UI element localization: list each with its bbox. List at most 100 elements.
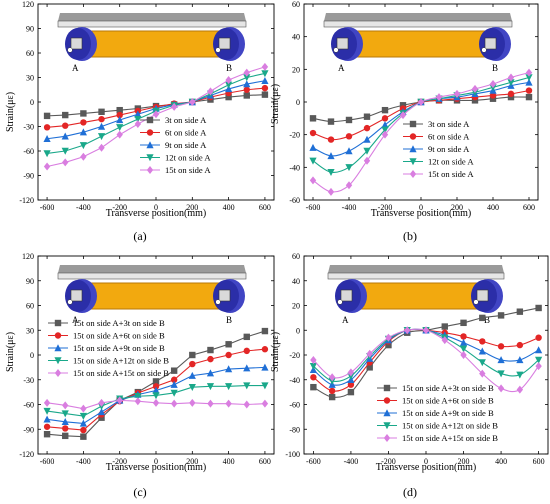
panel-d-series-5-point: [366, 349, 373, 358]
panel-a-series-4-point: [261, 70, 269, 78]
panel-d-series-2-point: [347, 381, 355, 388]
panel-d-series-4-point: [309, 362, 317, 370]
panel-b-legend-label: 3t on side A: [428, 119, 470, 129]
panel-c-sensor-b-icon: [215, 299, 221, 305]
panel-d-series-3-point: [478, 347, 486, 355]
panel-b-series-3: [309, 78, 533, 160]
panel-b-ytick-label: -40: [289, 163, 300, 172]
panel-d-xtick-label: -600: [306, 457, 321, 466]
panel-c-legend-swatch-marker: [54, 357, 62, 365]
panel-d-ytick-label: -60: [289, 401, 300, 410]
panel-c-series-4: [43, 382, 269, 420]
panel-a-series-5-point: [207, 87, 214, 96]
panel-b-series-1-point: [471, 97, 479, 104]
panel-a-series-2-point: [98, 115, 105, 123]
panel-d-series-1-point: [460, 319, 467, 327]
panel-d-series-5-point: [328, 373, 336, 382]
panel-b-series-2-point: [507, 90, 515, 98]
panel-a-series-5-point: [116, 130, 123, 139]
panel-a-xtick-label: 0: [154, 203, 158, 212]
panel-d-series-3-point: [459, 338, 468, 346]
panel-c-series-4-point: [61, 410, 69, 418]
panel-b-series-2-point: [381, 115, 389, 122]
panel-c-series-5-point: [98, 398, 105, 407]
panel-d-legend-swatch-marker: [383, 384, 391, 392]
panel-d-series-5-point: [385, 333, 392, 342]
panel-d-series-2-point: [497, 343, 505, 350]
panel-d-ytick-label: 40: [292, 277, 300, 286]
panel-a-series-4-point: [134, 115, 142, 123]
panel-b-sensor-b-icon: [481, 47, 487, 53]
panel-d-series-3-point: [516, 356, 524, 364]
panel-a-ytick-label: -30: [23, 123, 34, 132]
panel-d-deck-slab: [327, 272, 505, 280]
panel-d-legend: 15t on side A+3t on side B 15t on side A+…: [377, 383, 498, 443]
panel-d-series-1-point: [441, 323, 448, 330]
panel-d-xtick-label: -400: [344, 457, 359, 466]
panel-b-sensor-a-icon: [333, 47, 339, 53]
panel-b-deck-top: [324, 13, 512, 21]
panel-d-series-1-point: [385, 341, 392, 349]
panel-a-series-5-point: [98, 143, 105, 152]
panel-c-series-4-point: [134, 393, 142, 401]
panel-b-ylabel: Strain(με): [270, 84, 281, 124]
panel-a-series-3-point: [134, 110, 142, 118]
panel-a-ytick-label: -120: [19, 196, 34, 205]
panel-a-legend: 3t on side A 6t on side A 9t on side A 12t …: [140, 115, 211, 175]
panel-c-series-2-point: [170, 376, 178, 383]
panel-d-series-4-point: [516, 371, 524, 379]
panel-c-ytick-label: -60: [23, 401, 34, 410]
panel-c-series-1-point: [207, 346, 214, 354]
panel-d-gauge-b-icon: [476, 289, 489, 302]
panel-a-series-3-point: [243, 80, 251, 88]
panel-c-series-1-point: [43, 431, 51, 438]
panel-d-ytick-label: -80: [289, 425, 300, 434]
panel-d-ytick-label: -100: [285, 450, 300, 459]
panel-d-series-5-point: [460, 351, 467, 359]
panel-a-legend-label: 6t on side A: [165, 128, 207, 138]
panel-a-series-2-point: [243, 86, 250, 93]
panel-c-series-2-point: [152, 383, 160, 390]
panel-c-series-5-point: [43, 398, 51, 407]
panel-c-xlabel: Transverse position(mm): [106, 462, 206, 473]
panel-a-series-3-point: [79, 128, 87, 136]
panel-a-series-1-point: [43, 112, 51, 120]
panel-c-series-3-point: [152, 386, 160, 394]
panel-c-series-5-point: [261, 399, 269, 408]
panel-b-ytick-label: 0: [296, 98, 300, 107]
panel-c-legend-swatch-marker: [54, 344, 62, 352]
panel-c-xtick-label: -400: [76, 457, 91, 466]
panel-c-label: (c): [133, 485, 146, 499]
panel-c-ytick-label: -90: [23, 425, 34, 434]
panel-b-series-2-point: [309, 129, 317, 137]
panel-c-series-3-point: [188, 371, 196, 379]
panel-a-deck-slab: [57, 20, 247, 28]
panel-b-series-1-point: [399, 102, 407, 109]
panel-d-series-4-point: [497, 370, 505, 378]
panel-c-series-3-point: [206, 369, 215, 377]
panel-b-xtick-label: 400: [487, 203, 499, 212]
panel-b-xtick-label: -400: [342, 203, 357, 212]
panel-c-gauge-a-icon: [70, 289, 83, 302]
panel-d-series-2-point: [535, 334, 542, 341]
panel-a-series-1-point: [62, 111, 69, 119]
panel-b-series-2-point: [363, 124, 371, 132]
panel-a-ytick-label: -90: [23, 172, 34, 181]
panel-a-series-1-point: [80, 110, 87, 117]
panel-c-plot: -600 -400 -200 0 200 400 600 -120 -90 -60 -30 0 30 60…: [19, 252, 275, 466]
panel-a-series-5-point: [170, 102, 178, 111]
panel-a-series-2-point: [116, 111, 123, 119]
panel-c-series-3-point: [79, 419, 87, 427]
panel-a-series-1-point: [98, 108, 105, 115]
panel-a-series-5-point: [43, 162, 51, 171]
panel-c-series-2-point: [80, 426, 87, 434]
panel-c-series-5-point: [189, 398, 196, 407]
panel-b-series-4-point: [525, 74, 533, 82]
panel-a-series-5-point: [243, 68, 250, 77]
panel-d-sensor-a-icon: [337, 299, 343, 305]
panel-b-girder: [349, 30, 487, 58]
panel-c-series-1-point: [80, 433, 87, 440]
panel-b-series-2-point: [525, 87, 533, 94]
panel-d-xtick-label: 600: [533, 457, 545, 466]
panel-a-ytick-label: 120: [22, 0, 34, 9]
